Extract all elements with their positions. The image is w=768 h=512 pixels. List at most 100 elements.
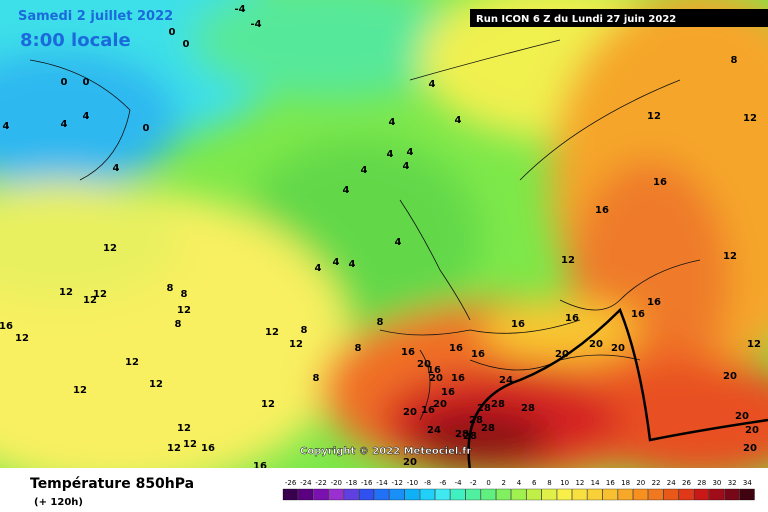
colorbar-label: -26 (285, 479, 297, 487)
colorbar-swatch (633, 488, 649, 501)
colorbar-swatch (678, 488, 694, 501)
colorbar-label: 10 (560, 479, 569, 487)
colorbar-label: 14 (591, 479, 600, 487)
contour-label: 4 (3, 121, 10, 132)
colorbar-swatch (465, 488, 481, 501)
contour-label: 8 (175, 319, 182, 330)
contour-label: 12 (125, 357, 139, 368)
colorbar-label: 18 (621, 479, 630, 487)
colorbar-swatch (404, 488, 420, 501)
contour-label: 20 (417, 359, 431, 370)
colorbar-label: 12 (575, 479, 584, 487)
colorbar-swatch (663, 488, 679, 501)
contour-label: 16 (653, 177, 667, 188)
contour-label: 4 (389, 117, 396, 128)
contour-label: 4 (61, 119, 68, 130)
contour-label: 16 (201, 443, 215, 454)
contour-label: 12 (177, 305, 191, 316)
contour-label: 16 (427, 365, 441, 376)
contour-label: 4 (429, 79, 436, 90)
contour-label: 12 (103, 243, 117, 254)
contour-label: 16 (401, 347, 415, 358)
colorbar-swatch (617, 488, 633, 501)
contour-label: 12 (15, 333, 29, 344)
colorbar-swatch (419, 488, 435, 501)
colorbar-label: -6 (439, 479, 447, 487)
contour-label: 20 (735, 411, 749, 422)
contour-label: 0 (169, 27, 176, 38)
colorbar-label: -14 (376, 479, 388, 487)
contour-label: 12 (177, 423, 191, 434)
colorbar-swatch (511, 488, 527, 501)
contour-label: 12 (747, 339, 761, 350)
colorbar-swatch (739, 488, 755, 501)
colorbar-swatch (602, 488, 618, 501)
contour-label: 16 (253, 461, 267, 472)
colorbar-swatch (358, 488, 375, 501)
colorbar-label: 20 (636, 479, 645, 487)
contour-label: 16 (449, 343, 463, 354)
contour-label: 24 (499, 375, 513, 386)
contour-label: 8 (181, 289, 188, 300)
contour-label: 0 (143, 123, 150, 134)
contour-label: 4 (407, 147, 414, 158)
run-info: Run ICON 6 Z du Lundi 27 juin 2022 (476, 14, 676, 25)
date: Samedi 2 juillet 2022 (18, 9, 173, 24)
contour-label: 12 (723, 251, 737, 262)
colorbar-swatch (572, 488, 588, 501)
contour-label: 4 (455, 115, 462, 126)
colorbar-swatch (648, 488, 664, 501)
contour-label: 12 (561, 255, 575, 266)
contour-label: 4 (387, 149, 394, 160)
colorbar-label: -16 (361, 479, 373, 487)
contour-label: 12 (183, 439, 197, 450)
contour-label: 20 (745, 425, 759, 436)
colorbar-label: -22 (315, 479, 326, 487)
contour-label: 4 (361, 165, 368, 176)
colorbar-label: 8 (547, 479, 551, 487)
contour-label: 16 (451, 373, 465, 384)
contour-label: 4 (349, 259, 356, 270)
colorbar-swatch (709, 488, 725, 501)
colorbar-label: 16 (606, 479, 615, 487)
contour-label: 16 (0, 321, 13, 332)
contour-label: 4 (315, 263, 322, 274)
temperature-field (0, 0, 768, 468)
contour-label: 8 (167, 283, 174, 294)
contour-label: 28 (521, 403, 535, 414)
colorbar-label: 26 (682, 479, 691, 487)
contour-label: 0 (183, 39, 190, 50)
colorbar-label: -12 (391, 479, 402, 487)
contour-label: 16 (565, 313, 579, 324)
contour-label: 20 (723, 371, 737, 382)
contour-label: 20 (433, 399, 447, 410)
colorbar-swatch (480, 488, 496, 501)
contour-label: 4 (83, 111, 90, 122)
contour-label: 12 (289, 339, 303, 350)
contour-label: 16 (631, 309, 645, 320)
contour-label: 4 (395, 237, 402, 248)
colorbar-label: 30 (712, 479, 721, 487)
colorbar-swatch (724, 488, 740, 501)
colorbar-label: -10 (407, 479, 418, 487)
contour-label: 12 (265, 327, 279, 338)
contour-label: 8 (355, 343, 362, 354)
run-box (470, 9, 768, 27)
contour-label: 12 (261, 399, 275, 410)
colorbar-swatch (693, 488, 709, 501)
colorbar-swatch (556, 488, 572, 501)
contour-label: 20 (403, 457, 417, 468)
contour-label: 0 (61, 77, 68, 88)
contour-24 (467, 307, 768, 468)
contour-label: 12 (647, 111, 661, 122)
contour-label: 16 (471, 349, 485, 360)
colorbar: -26 -24 -22 -20 -18 -16 -14 -12 -10 -8 -6 -4 -2 0 2 4 6 8… (282, 479, 755, 501)
colorbar-swatch (450, 488, 466, 501)
contour-label: 12 (73, 385, 87, 396)
contour-label: 28 (455, 429, 469, 440)
contour-label: 12 (167, 443, 181, 454)
contour-label: 16 (441, 387, 455, 398)
colorbar-label: 28 (697, 479, 706, 487)
